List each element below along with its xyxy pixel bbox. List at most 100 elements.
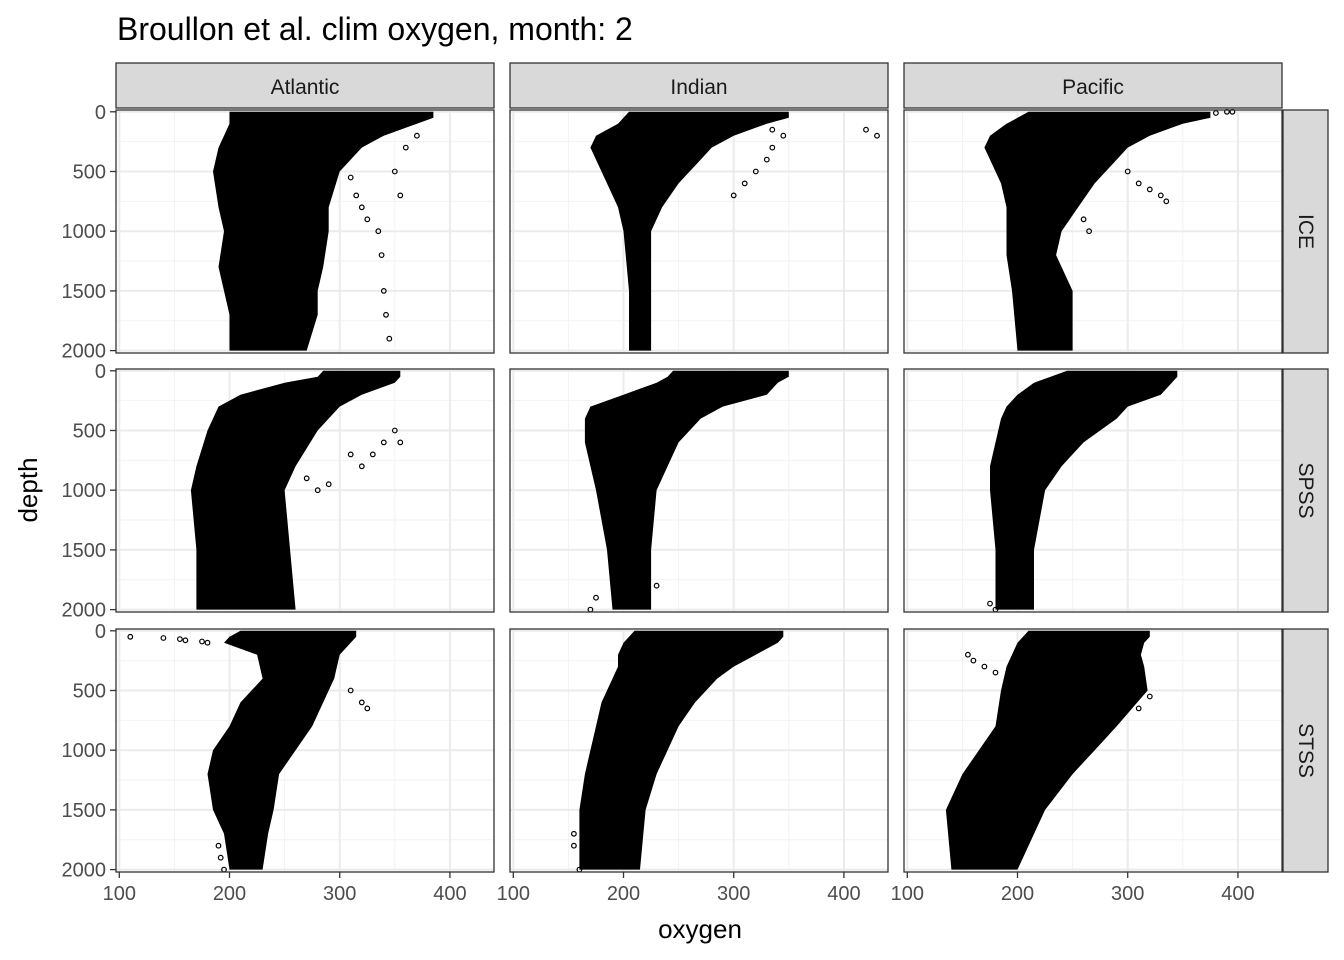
x-tick-label: 200 xyxy=(1001,883,1034,905)
x-tick-label: 400 xyxy=(827,883,860,905)
data-point xyxy=(874,132,880,139)
data-point xyxy=(1146,693,1153,700)
panel-pacific-stss xyxy=(903,628,1283,873)
data-point xyxy=(987,600,993,607)
strip-label: SPSS xyxy=(1294,462,1317,518)
y-tick-label: 0 xyxy=(95,102,106,124)
data-point xyxy=(752,120,759,127)
data-point xyxy=(769,144,776,151)
strip-label: Atlantic xyxy=(271,76,340,99)
panel-indian-ice xyxy=(509,109,889,354)
x-axis-title: oxygen xyxy=(658,914,742,944)
x-tick-label: 100 xyxy=(891,883,924,905)
y-tick-label: 1000 xyxy=(62,740,107,762)
x-tick-label: 400 xyxy=(1221,883,1254,905)
data-point xyxy=(981,663,988,670)
data-point xyxy=(965,651,971,658)
x-axes: 100 200 300 400 100 200 300 400 100 200 300 400 xyxy=(103,872,1255,905)
strip-background xyxy=(1282,109,1329,354)
data-point xyxy=(353,192,360,199)
data-point xyxy=(1135,705,1142,712)
panel-border xyxy=(509,109,889,354)
x-tick-label: 300 xyxy=(1111,883,1144,905)
y-tick-label: 1500 xyxy=(62,540,107,562)
facet-panels xyxy=(115,108,1283,873)
strip-indian: Indian xyxy=(509,62,889,109)
data-point xyxy=(992,669,999,676)
data-point xyxy=(127,633,134,640)
data-point xyxy=(347,174,354,181)
data-point xyxy=(176,636,183,642)
chart-title: Broullon et al. clim oxygen, month: 2 xyxy=(117,11,633,47)
strip-label: STSS xyxy=(1294,723,1317,778)
data-point xyxy=(391,427,398,434)
data-point xyxy=(730,192,737,199)
panel-atlantic-ice xyxy=(115,109,495,354)
data-point xyxy=(380,439,387,446)
data-point xyxy=(769,126,776,133)
strip-background xyxy=(115,62,495,109)
data-point xyxy=(369,451,376,458)
data-point xyxy=(863,126,869,133)
data-point xyxy=(386,335,393,342)
panel-indian-spss xyxy=(509,368,889,613)
data-point xyxy=(347,451,354,458)
data-point xyxy=(314,487,321,494)
strip-background xyxy=(1282,628,1329,873)
y-tick-label: 1000 xyxy=(62,480,107,502)
data-point-cloud xyxy=(584,370,789,610)
data-point xyxy=(380,288,387,294)
data-point xyxy=(347,687,354,694)
strip-label: Indian xyxy=(670,76,727,99)
data-point xyxy=(741,180,748,187)
x-tick-label: 200 xyxy=(213,883,246,905)
data-point-cloud xyxy=(579,630,784,870)
data-point xyxy=(763,156,770,163)
data-point xyxy=(653,582,660,589)
data-point-cloud xyxy=(190,370,401,610)
strip-atlantic: Atlantic xyxy=(115,62,495,109)
data-point xyxy=(358,699,365,706)
data-point xyxy=(199,638,205,645)
strip-spss: SPSS xyxy=(1282,368,1329,613)
data-point xyxy=(358,204,365,211)
data-point xyxy=(378,252,385,259)
data-point xyxy=(391,168,398,175)
data-point xyxy=(1146,186,1153,193)
x-tick-label: 200 xyxy=(607,883,640,905)
data-point xyxy=(571,842,577,849)
data-point-cloud xyxy=(590,111,789,351)
x-tick-label: 100 xyxy=(103,883,136,905)
row-strips: ICE SPSS STSS xyxy=(1282,109,1329,873)
strip-background xyxy=(509,62,889,109)
data-point xyxy=(571,830,577,837)
data-point xyxy=(375,228,382,235)
panel-border xyxy=(509,368,889,613)
x-tick-label: 100 xyxy=(497,883,530,905)
data-point xyxy=(1069,204,1076,211)
data-point xyxy=(397,439,404,446)
strip-label: Pacific xyxy=(1062,76,1124,99)
data-point xyxy=(160,635,167,641)
x-tick-label: 300 xyxy=(717,883,750,905)
panel-indian-stss xyxy=(509,628,889,873)
y-tick-label: 1500 xyxy=(62,281,107,303)
data-point-cloud xyxy=(945,630,1150,870)
y-tick-label: 2000 xyxy=(62,341,107,363)
column-strips: Atlantic Indian Pacific xyxy=(115,62,1283,109)
data-point xyxy=(1212,110,1219,116)
panel-atlantic-stss xyxy=(115,628,495,873)
data-point xyxy=(414,132,420,139)
data-point xyxy=(1080,216,1087,223)
y-tick-label: 500 xyxy=(73,680,106,702)
panel-border xyxy=(509,628,889,873)
panel-pacific-ice xyxy=(903,108,1283,354)
strip-ice: ICE xyxy=(1282,109,1329,354)
strip-pacific: Pacific xyxy=(903,62,1283,109)
x-tick-label: 300 xyxy=(323,883,356,905)
data-point xyxy=(342,156,349,163)
y-axis-title: depth xyxy=(13,457,43,522)
y-tick-label: 0 xyxy=(95,621,106,643)
data-point xyxy=(364,705,371,712)
